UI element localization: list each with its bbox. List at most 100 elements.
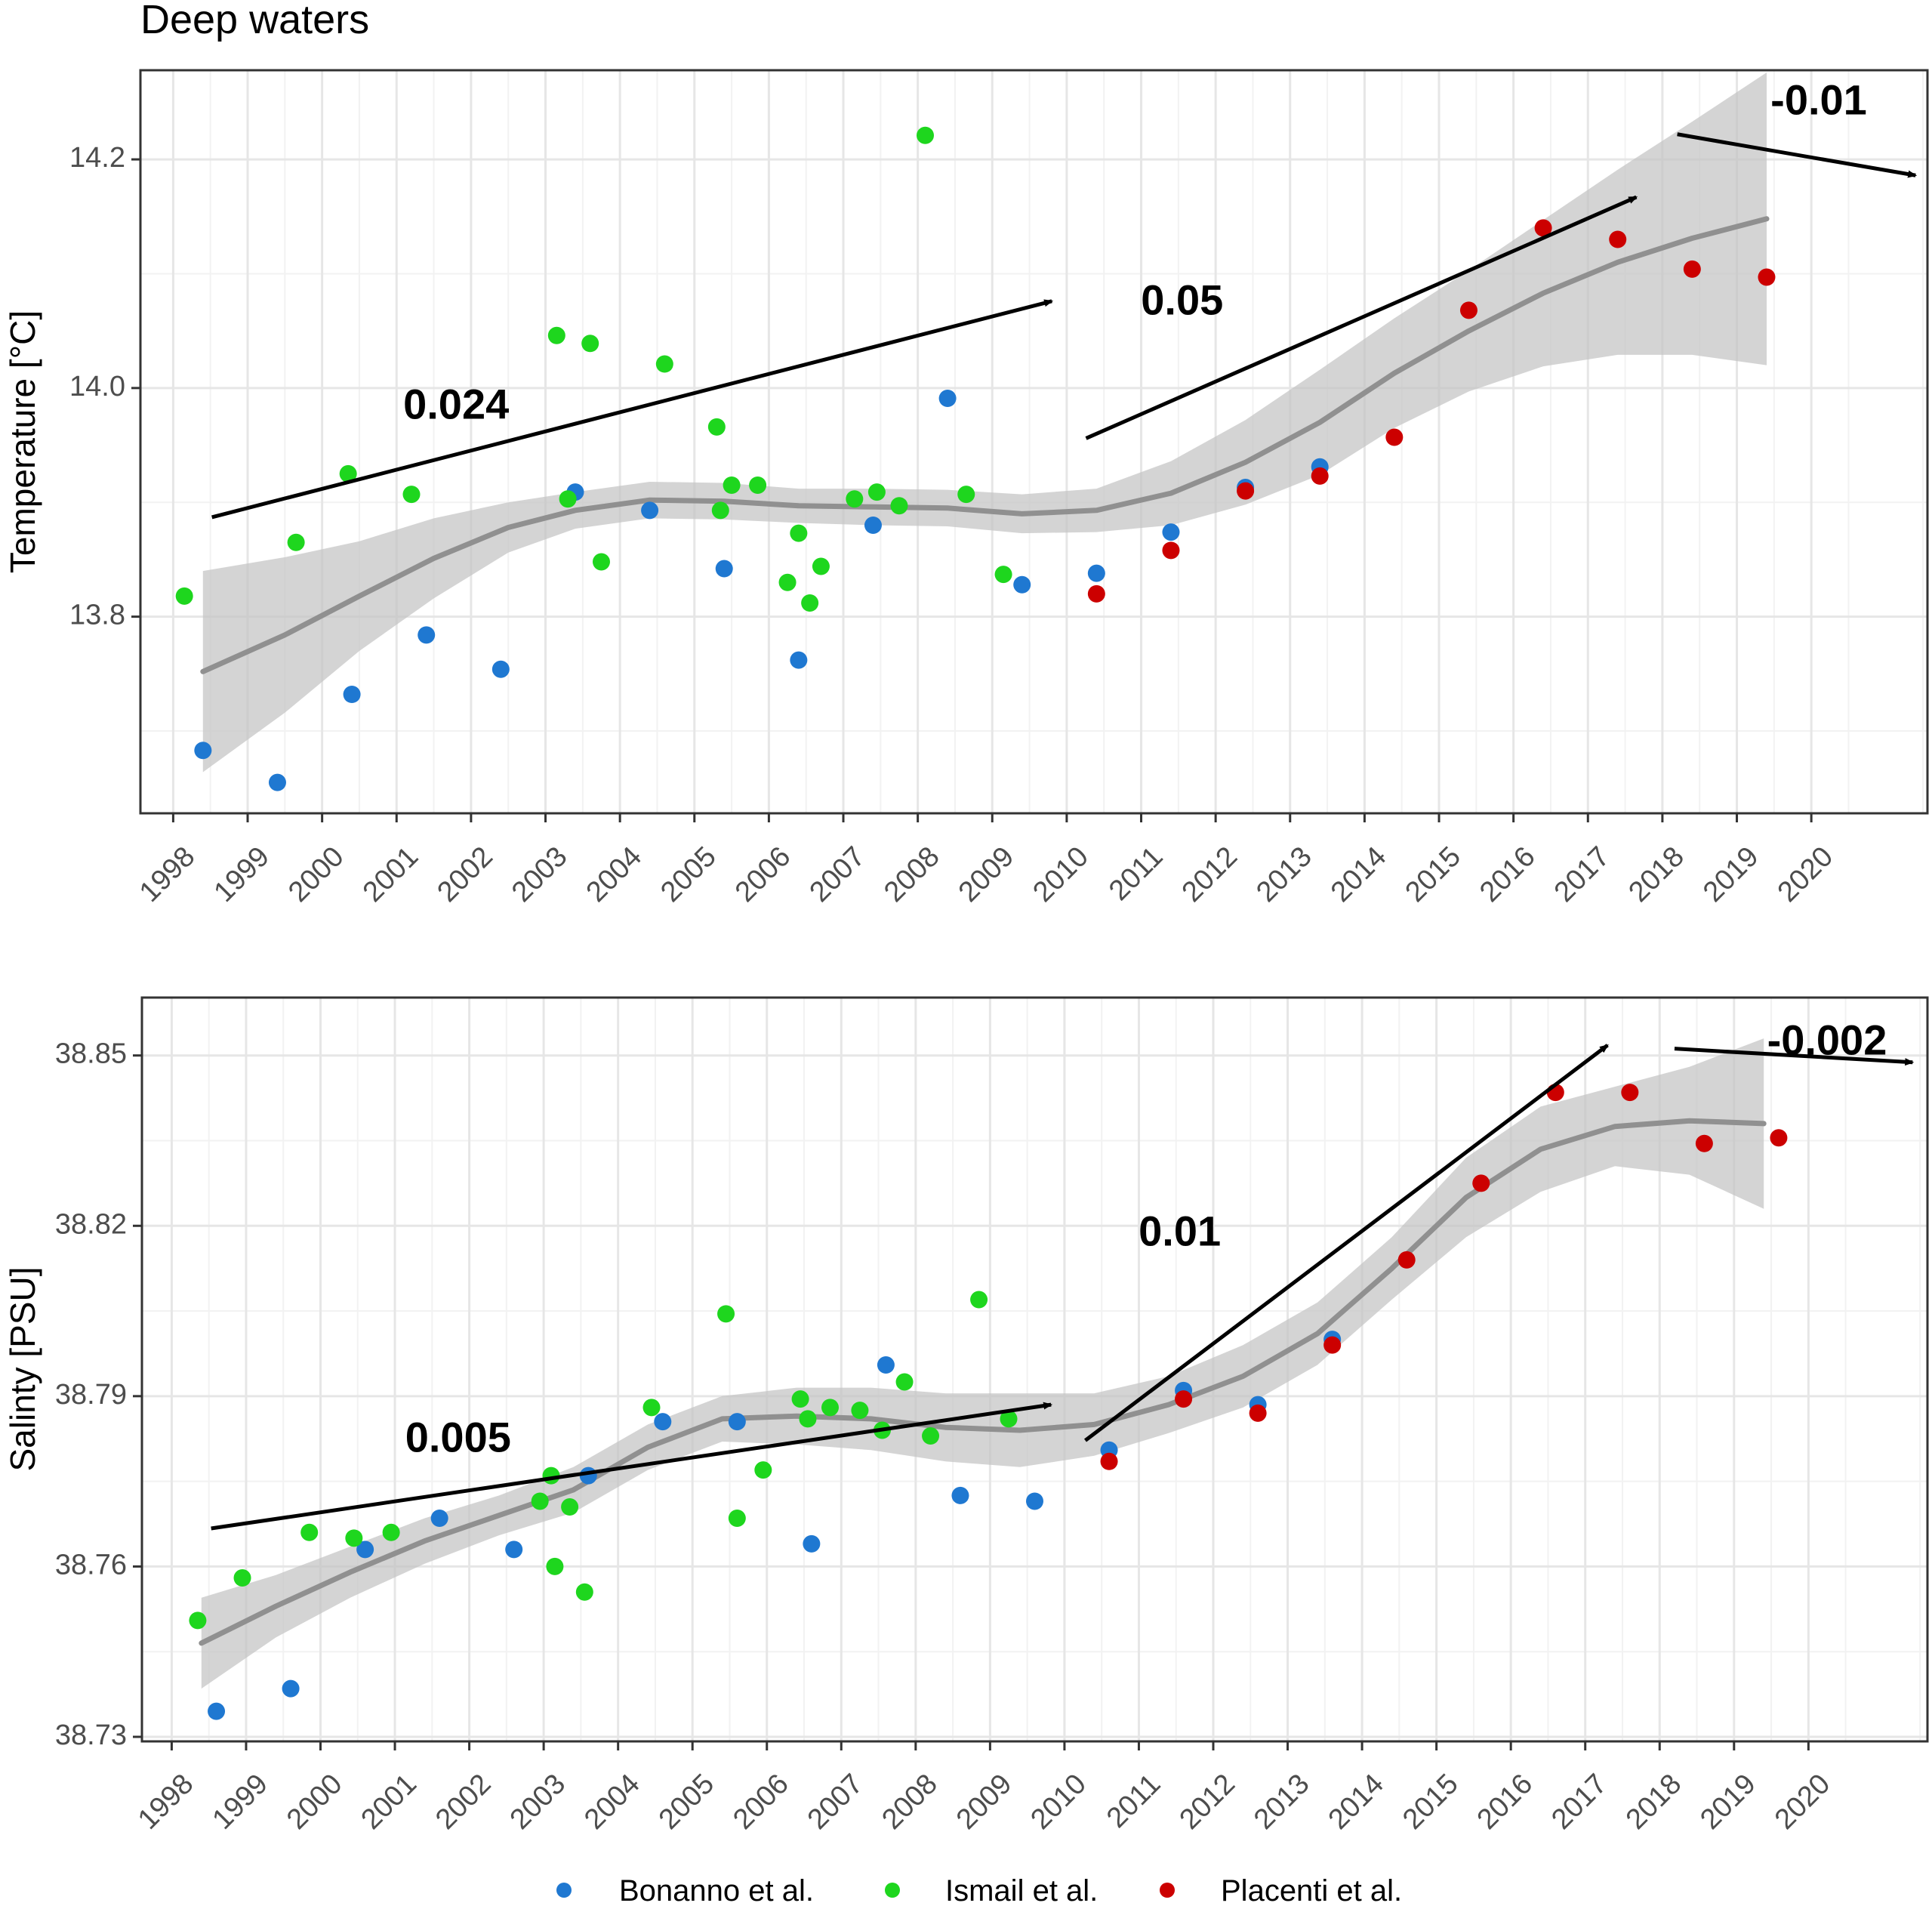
temp-point-ismail-et-al	[592, 553, 610, 571]
sal-point-ismail-et-al	[575, 1583, 593, 1601]
sal-x-tick-label: 2016	[1471, 1768, 1539, 1835]
sal-point-ismail-et-al	[642, 1399, 661, 1417]
legend-label-bonanno: Bonanno et al.	[619, 1874, 814, 1906]
sal-x-tick-label: 2008	[876, 1768, 943, 1835]
temp-y-tick-label: 13.8	[69, 600, 125, 631]
sal-x-tick-label: 2000	[281, 1768, 348, 1835]
temp-x-tick-label: 2000	[282, 840, 350, 908]
sal-y-tick-label: 38.76	[55, 1549, 127, 1581]
sal-point-bonanno-et-al	[728, 1413, 746, 1431]
temp-point-ismail-et-al	[917, 126, 935, 144]
temp-x-tick-label: 2020	[1772, 840, 1839, 908]
temp-smooth-line	[200, 216, 1770, 674]
sal-point-bonanno-et-al	[208, 1702, 226, 1720]
sal-x-tick-label: 1998	[132, 1768, 199, 1835]
temp-point-bonanno-et-al	[1162, 523, 1180, 541]
temp-point-ismail-et-al	[711, 501, 729, 520]
sal-point-ismail-et-al	[717, 1305, 735, 1323]
temp-x-tick-label: 2015	[1400, 840, 1467, 908]
sal-x-tick-label: 2002	[430, 1768, 497, 1835]
temp-point-ismail-et-al	[790, 524, 808, 542]
temp-x-tick-label: 2006	[729, 840, 797, 908]
temp-y-tick-label: 14.2	[69, 142, 125, 174]
temp-point-placenti-et-al	[1609, 230, 1627, 248]
sal-point-ismail-et-al	[345, 1529, 363, 1547]
temp-x-tick-label: 2017	[1548, 840, 1616, 908]
temp-point-ismail-et-al	[547, 326, 565, 344]
chart-title: Deep waters	[140, 0, 369, 42]
temp-point-bonanno-et-al	[343, 686, 361, 704]
temp-x-tick-label: 2016	[1474, 840, 1541, 908]
sal-x-tick-label: 2019	[1694, 1768, 1761, 1835]
sal-x-tick-label: 2012	[1174, 1768, 1241, 1835]
sal-point-ismail-et-al	[382, 1523, 400, 1541]
sal-point-ismail-et-al	[531, 1492, 549, 1510]
temp-x-tick-label: 2019	[1697, 840, 1764, 908]
sal-x-tick-label: 2001	[356, 1768, 423, 1835]
temp-point-ismail-et-al	[655, 355, 673, 373]
temp-point-ismail-et-al	[581, 335, 599, 353]
temp-point-ismail-et-al	[812, 557, 830, 575]
temp-point-bonanno-et-al	[194, 742, 212, 760]
sal-point-placenti-et-al	[1770, 1129, 1788, 1147]
sal-trend-label: -0.002	[1767, 1016, 1887, 1064]
sal-point-ismail-et-al	[1000, 1410, 1018, 1428]
sal-point-ismail-et-al	[300, 1523, 319, 1541]
sal-confidence-band	[201, 1038, 1764, 1689]
temp-point-ismail-et-al	[559, 490, 577, 508]
sal-trend-arrow	[211, 1402, 1053, 1531]
temp-point-placenti-et-al	[1311, 467, 1329, 485]
temp-point-bonanno-et-al	[641, 501, 659, 520]
legend-label-ismail: Ismail et al.	[945, 1874, 1098, 1906]
sal-x-tick-label: 2018	[1620, 1768, 1687, 1835]
temp-x-tick-label: 2018	[1622, 840, 1690, 908]
sal-smooth-line	[199, 1118, 1767, 1646]
sal-point-bonanno-et-al	[505, 1541, 523, 1559]
temp-point-ismail-et-al	[749, 476, 767, 495]
temp-panel-border	[139, 69, 1929, 815]
sal-trend-label: 0.005	[405, 1413, 511, 1460]
temp-x-tick-label: 2014	[1325, 840, 1392, 908]
sal-y-tick-label: 38.79	[55, 1379, 127, 1411]
sal-point-bonanno-et-al	[282, 1679, 300, 1698]
sal-x-tick-label: 2020	[1769, 1768, 1836, 1835]
sal-x-tick-label: 2007	[802, 1768, 869, 1835]
sal-x-tick-label: 2010	[1025, 1768, 1092, 1835]
temp-y-tick-label: 14.0	[69, 371, 125, 402]
temp-x-tick-label: 2005	[655, 840, 722, 908]
temp-x-tick-label: 1999	[208, 840, 276, 908]
temp-point-ismail-et-al	[867, 483, 886, 501]
temp-point-bonanno-et-al	[418, 626, 436, 644]
sal-x-tick-label: 2015	[1397, 1768, 1464, 1835]
sal-point-bonanno-et-al	[877, 1355, 895, 1374]
sal-point-ismail-et-al	[851, 1402, 869, 1420]
legend-marker-placenti	[1160, 1883, 1175, 1898]
temp-x-tick-label: 2012	[1176, 840, 1243, 908]
temp-point-bonanno-et-al	[938, 389, 957, 407]
temp-x-tick-label: 2003	[506, 840, 573, 908]
temp-point-placenti-et-al	[1683, 260, 1701, 278]
temp-y-axis-label: Temperature [°C]	[3, 310, 42, 573]
salinity-panel: 0.005 0.01 -0.002 38.73 38.76 38.79 38.82 38.85…	[3, 996, 1929, 1836]
sal-point-ismail-et-al	[799, 1410, 817, 1428]
sal-point-placenti-et-al	[1472, 1174, 1490, 1192]
sal-point-placenti-et-al	[1249, 1404, 1267, 1422]
sal-x-tick-label: 2004	[578, 1768, 646, 1835]
sal-x-tick-label: 2011	[1101, 1768, 1166, 1834]
temp-trend-arrow	[1677, 132, 1918, 178]
temp-point-bonanno-et-al	[1013, 575, 1031, 594]
sal-point-ismail-et-al	[821, 1399, 840, 1417]
sal-x-tick-label: 2005	[653, 1768, 720, 1835]
sal-trend-arrow	[1084, 1044, 1609, 1442]
sal-x-tick-label: 2013	[1248, 1768, 1315, 1835]
temp-point-bonanno-et-al	[715, 560, 733, 578]
sal-panel-border	[140, 996, 1929, 1743]
sal-x-tick-label: 2017	[1545, 1768, 1613, 1835]
sal-point-ismail-et-al	[728, 1510, 746, 1527]
temp-point-ismail-et-al	[402, 486, 421, 504]
sal-y-tick-label: 38.82	[55, 1208, 127, 1240]
temp-point-placenti-et-al	[1758, 268, 1776, 286]
temp-x-tick-label: 2001	[357, 840, 424, 908]
sal-x-tick-label: 2009	[951, 1768, 1018, 1835]
